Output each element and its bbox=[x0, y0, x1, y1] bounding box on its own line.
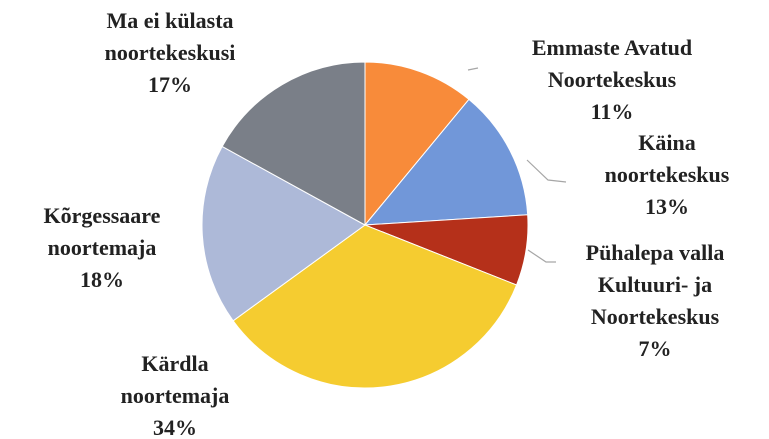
leader-line bbox=[526, 159, 567, 183]
leader-line bbox=[467, 67, 479, 71]
category-label: Emmaste Avatud Noortekeskus bbox=[531, 35, 693, 92]
leader-line bbox=[527, 249, 556, 263]
pie-slice bbox=[363, 98, 529, 226]
pie-slice bbox=[364, 61, 470, 227]
slice-label: Emmaste Avatud Noortekeskus 11% bbox=[507, 32, 717, 128]
slice-label: Kärdla noortemaja 34% bbox=[95, 348, 255, 439]
category-label: Kõrgessaare noortemaja bbox=[43, 203, 161, 260]
category-label: Pühalepa valla Kultuuri- ja Noortekeskus bbox=[585, 240, 725, 329]
percent-label: 7% bbox=[638, 336, 672, 361]
slice-label: Kõrgessaare noortemaja 18% bbox=[7, 200, 197, 296]
pie-slice bbox=[232, 224, 518, 389]
category-label: Käina noortekeskus bbox=[604, 130, 730, 187]
percent-label: 17% bbox=[148, 72, 192, 97]
pie-slice bbox=[221, 61, 366, 226]
slice-label: Pühalepa valla Kultuuri- ja Noortekeskus… bbox=[555, 237, 755, 365]
pie-slice bbox=[201, 145, 366, 322]
slice-label: Ma ei külasta noortekeskusi 17% bbox=[65, 5, 275, 101]
slice-label: Käina noortekeskus 13% bbox=[587, 127, 747, 223]
percent-label: 34% bbox=[153, 415, 197, 439]
percent-label: 11% bbox=[590, 99, 634, 124]
percent-label: 13% bbox=[645, 194, 689, 219]
category-label: Ma ei külasta noortekeskusi bbox=[104, 8, 236, 65]
category-label: Kärdla noortemaja bbox=[120, 351, 230, 408]
percent-label: 18% bbox=[80, 267, 124, 292]
